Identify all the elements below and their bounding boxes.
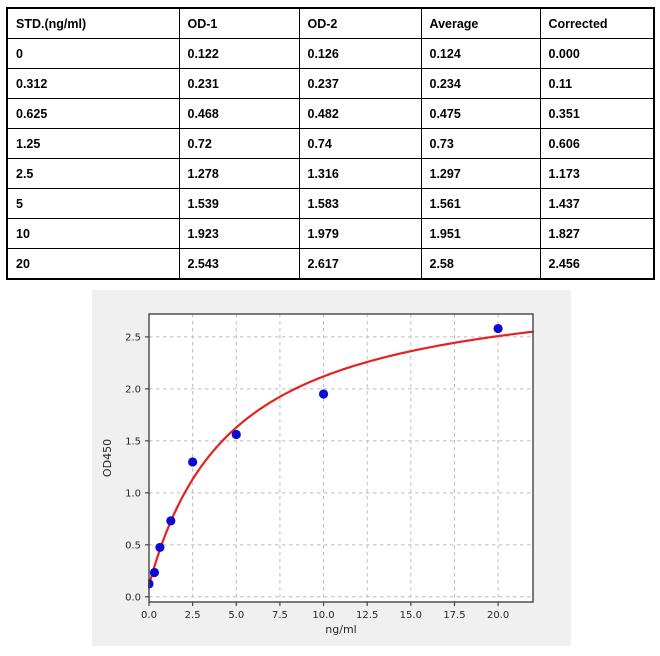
table-cell: 0.237 (298, 68, 422, 99)
table-cell: 0.126 (298, 38, 422, 69)
table-head: STD.(ng/ml) OD-1 OD-2 Average Corrected (6, 7, 655, 39)
table-cell: 2.58 (420, 248, 541, 280)
table-cell: 1.297 (420, 158, 541, 189)
table-cell: 5 (6, 188, 180, 219)
table-cell: 20 (6, 248, 180, 280)
y-tick-label: 2.5 (125, 332, 141, 343)
table-cell: 0.482 (298, 98, 422, 129)
table-cell: 1.173 (539, 158, 655, 189)
table-cell: 1.25 (6, 128, 180, 159)
table-row: 0 0.122 0.126 0.124 0.000 (6, 38, 655, 69)
table-cell: 1.979 (298, 218, 422, 249)
standard-curve-chart: 0.0 2.5 5.0 7.5 10.0 12.5 15.0 17.5 20.0 0.0 0.5 1.… (92, 290, 571, 646)
plot-background (149, 314, 533, 602)
data-point (166, 516, 176, 526)
x-tick-label: 20.0 (487, 610, 509, 621)
data-point (149, 567, 160, 578)
table-cell: 2.543 (178, 248, 300, 280)
standard-curve-figure: 0.0 2.5 5.0 7.5 10.0 12.5 15.0 17.5 20.0 0.0 0.5 1.… (92, 290, 571, 646)
table-cell: 0.73 (420, 128, 541, 159)
table-cell: 0.74 (298, 128, 422, 159)
table-cell: 1.316 (298, 158, 422, 189)
x-tick-label: 15.0 (400, 610, 422, 621)
table-row: 0.312 0.231 0.237 0.234 0.11 (6, 68, 655, 99)
table-cell: 0.475 (420, 98, 541, 129)
table-cell: 0.11 (539, 68, 655, 99)
data-point (188, 457, 198, 467)
table-cell: 2.456 (539, 248, 655, 280)
column-header: OD-1 (178, 7, 300, 39)
table-cell: 0.234 (420, 68, 541, 99)
table-body: 0 0.122 0.126 0.124 0.000 0.312 0.231 0.237 0.23… (6, 38, 655, 280)
y-axis-label: OD450 (101, 439, 114, 477)
table-cell: 1.827 (539, 218, 655, 249)
table-row: 1.25 0.72 0.74 0.73 0.606 (6, 128, 655, 159)
table-cell: 0.000 (539, 38, 655, 69)
x-tick-label: 10.0 (312, 610, 334, 621)
table-cell: 1.278 (178, 158, 300, 189)
x-tick-label: 17.5 (443, 610, 465, 621)
table-cell: 1.539 (178, 188, 300, 219)
table-cell: 1.583 (298, 188, 422, 219)
table-cell: 0.72 (178, 128, 300, 159)
y-tick-label: 1.5 (125, 436, 141, 447)
table-cell: 1.561 (420, 188, 541, 219)
x-tick-label: 12.5 (356, 610, 378, 621)
data-point (155, 542, 165, 553)
axes-spines (148, 313, 534, 603)
table-row: 0.625 0.468 0.482 0.475 0.351 (6, 98, 655, 129)
data-point (231, 429, 241, 440)
table-cell: 10 (6, 218, 180, 249)
table-cell: 1.923 (178, 218, 300, 249)
y-tick-label: 0.0 (125, 592, 141, 603)
y-tick-label: 2.0 (125, 384, 141, 395)
y-tick-label: 0.5 (125, 540, 141, 551)
table-row: 10 1.923 1.979 1.951 1.827 (6, 218, 655, 249)
table-row: 5 1.539 1.583 1.561 1.437 (6, 188, 655, 219)
x-tick-label: 0.0 (141, 610, 157, 621)
table-cell: 0.124 (420, 38, 541, 69)
column-header: OD-2 (298, 7, 422, 39)
table-header-row: STD.(ng/ml) OD-1 OD-2 Average Corrected (6, 7, 655, 39)
table-cell: 0.122 (178, 38, 300, 69)
table-cell: 0.468 (178, 98, 300, 129)
table-cell: 0.312 (6, 68, 180, 99)
column-header: STD.(ng/ml) (6, 7, 180, 39)
x-tick-label: 7.5 (272, 610, 288, 621)
table-row: 20 2.543 2.617 2.58 2.456 (6, 248, 655, 280)
table-cell: 1.437 (539, 188, 655, 219)
column-header: Corrected (539, 7, 655, 39)
x-axis-label: ng/ml (325, 623, 356, 636)
table-cell: 0.606 (539, 128, 655, 159)
x-tick-label: 5.0 (228, 610, 244, 621)
table-cell: 0.351 (539, 98, 655, 129)
column-header: Average (420, 7, 541, 39)
y-tick-label: 1.0 (125, 488, 141, 499)
fitted-curve (147, 330, 535, 587)
table-cell: 2.5 (6, 158, 180, 189)
table-cell: 0.625 (6, 98, 180, 129)
table-row: 2.5 1.278 1.316 1.297 1.173 (6, 158, 655, 189)
table-cell: 1.951 (420, 218, 541, 249)
table-cell: 2.617 (298, 248, 422, 280)
data-point (493, 323, 503, 334)
standards-table: STD.(ng/ml) OD-1 OD-2 Average Corrected 0 0.1… (6, 7, 655, 280)
data-point (318, 389, 329, 399)
table-cell: 0 (6, 38, 180, 69)
scatter-points (148, 323, 503, 589)
table-cell: 0.231 (178, 68, 300, 99)
x-tick-label: 2.5 (185, 610, 201, 621)
